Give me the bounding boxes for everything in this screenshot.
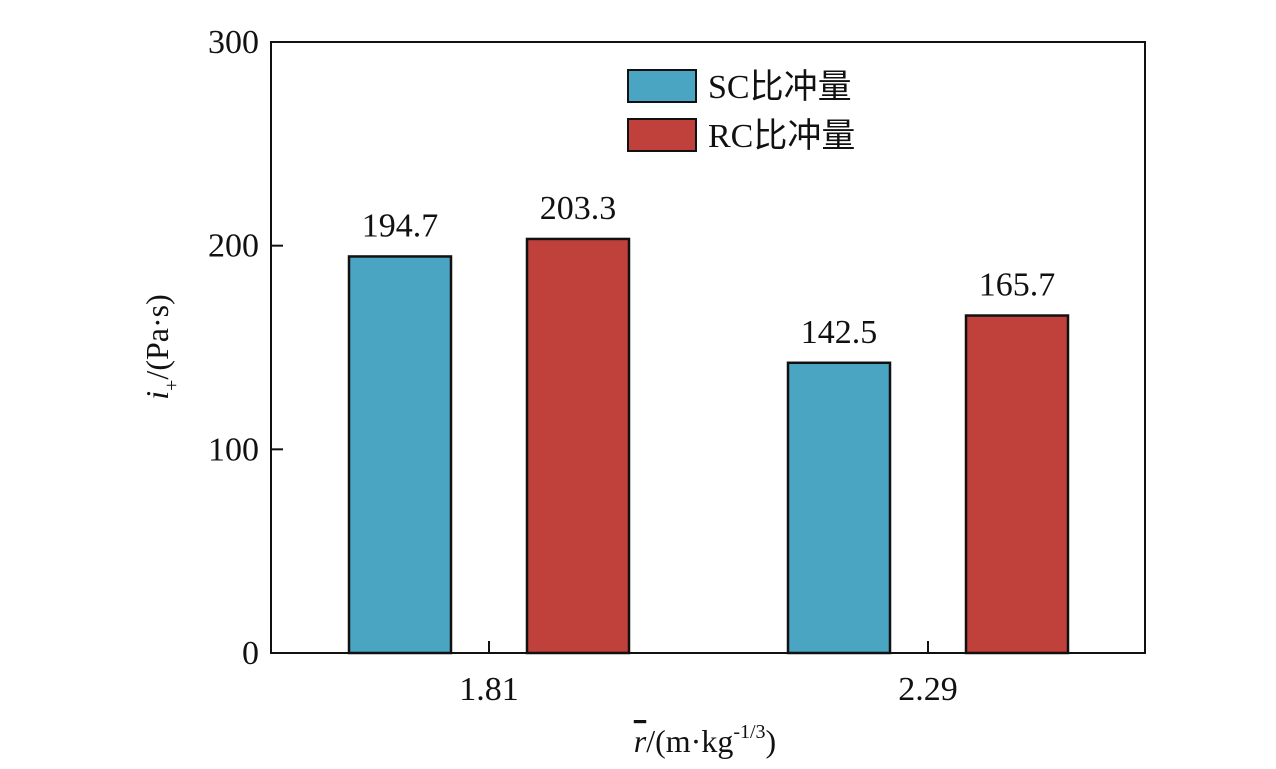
y-tick-label: 100 (208, 431, 259, 468)
x-axis-unit: /(m·kg (646, 723, 733, 759)
bar (964, 314, 1070, 655)
bars (347, 237, 1070, 655)
legend-swatch-sc (627, 69, 697, 103)
y-axis-ticks: 0 100 200 300 (208, 24, 283, 672)
y-axis-subscript: + (161, 380, 183, 391)
legend-swatch-rc (627, 118, 697, 152)
x-tick-label: 2.29 (898, 671, 958, 708)
x-axis-unit-close: ) (766, 723, 777, 759)
legend: SC比冲量 RC比冲量 (627, 68, 855, 155)
plot-area-frame (270, 41, 1146, 654)
y-axis-symbol: i (139, 391, 175, 400)
bar (525, 237, 631, 655)
y-tick-label: 200 (208, 228, 259, 265)
x-axis-unit-exponent: -1/3 (733, 721, 765, 743)
data-label: 194.7 (362, 207, 439, 244)
legend-label-sc: SC比冲量 (708, 68, 852, 106)
data-label: 203.3 (540, 190, 617, 227)
y-tick-label: 300 (208, 24, 259, 61)
bar (347, 255, 453, 655)
legend-label-rc: RC比冲量 (708, 117, 855, 155)
bar (786, 361, 892, 655)
y-tick-label: 0 (242, 635, 259, 672)
data-labels: 194.7 203.3 142.5 165.7 (362, 190, 1056, 351)
x-axis-symbol: r (634, 723, 647, 759)
x-tick-label: 1.81 (459, 671, 519, 708)
y-axis-unit: /(Pa·s) (139, 294, 175, 379)
x-axis-label: r/(m·kg-1/3) (634, 721, 776, 759)
x-axis-ticks: 1.81 2.29 (459, 641, 958, 708)
y-axis-label: i+/(Pa·s) (139, 294, 183, 399)
data-label: 142.5 (801, 314, 878, 351)
data-label: 165.7 (979, 267, 1056, 304)
